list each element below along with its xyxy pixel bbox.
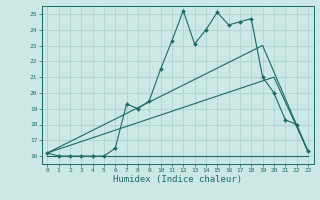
X-axis label: Humidex (Indice chaleur): Humidex (Indice chaleur) [113,175,242,184]
